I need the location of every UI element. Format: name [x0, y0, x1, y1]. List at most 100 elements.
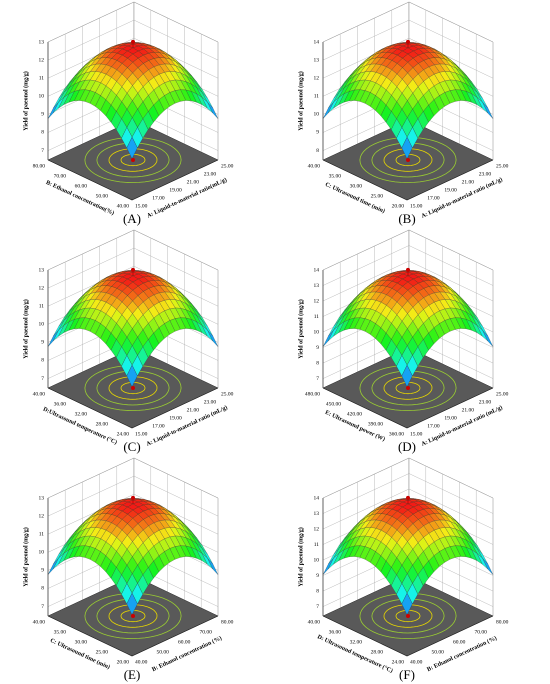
z-tick-label: 9: [41, 340, 44, 346]
surface-panel: 8 9 10 11 12 13 14 40.00 35.00 30.00 25.00 20.00 15.…: [297, 1, 509, 226]
left-tick-label: 40.00: [308, 619, 321, 625]
left-tick-label: 35.00: [329, 173, 342, 179]
panel-label: (B): [398, 211, 415, 226]
z-tick-label: 13: [39, 495, 45, 501]
right-tick-label: 23.00: [204, 399, 217, 405]
right-tick-label: 21.00: [187, 179, 200, 185]
box-edge: [47, 615, 219, 657]
right-tick-label: 17.00: [427, 195, 440, 201]
left-tick-label: 420.00: [347, 411, 362, 417]
wall-grid-line: [322, 260, 494, 302]
contour: [371, 370, 445, 406]
design-point: [131, 386, 135, 390]
z-tick-label: 8: [316, 148, 319, 154]
wall-grid-line: [322, 473, 494, 514]
contour: [383, 604, 433, 628]
left-tick-label: 40.00: [117, 203, 130, 209]
right-tick-label: 15.00: [410, 431, 423, 437]
right-tick-label: 70.00: [200, 629, 213, 635]
right-tick-label: 19.00: [444, 415, 457, 421]
z-tick-label: 13: [314, 57, 320, 63]
left-tick-label: 40.00: [308, 163, 321, 169]
z-tick-label: 7: [41, 148, 44, 154]
left-tick-label: 28.00: [96, 421, 109, 427]
right-tick-label: 80.00: [221, 619, 234, 625]
z-tick-label: 9: [41, 568, 44, 574]
z-tick-label: 11: [39, 303, 45, 309]
surface-facet: [401, 592, 413, 615]
right-tick-label: 17.00: [152, 195, 165, 201]
wall-grid-line: [47, 475, 219, 517]
z-tick-label: 13: [39, 267, 45, 273]
design-point: [131, 267, 135, 272]
z-axis-title: Yield of paeonol (mg/g): [297, 527, 304, 587]
z-tick-label: 12: [39, 57, 45, 63]
z-tick-label: 7: [316, 376, 319, 382]
left-tick-label: 36.00: [329, 629, 342, 635]
left-tick-label: 450.00: [326, 401, 341, 407]
z-tick-label: 11: [314, 542, 320, 548]
left-tick-label: 24.00: [392, 659, 405, 665]
right-tick-label: 40.00: [135, 659, 148, 665]
z-tick-label: 11: [314, 314, 320, 320]
panel-label: (D): [398, 439, 416, 454]
z-tick-label: 7: [316, 604, 319, 610]
left-tick-label: 32.00: [350, 639, 363, 645]
right-tick-label: 25.00: [221, 163, 234, 169]
z-tick-label: 11: [39, 531, 45, 537]
z-axis-title: Yield of paeonol (mg/g): [22, 71, 29, 131]
z-axis-title: Yield of paeonol (mg/g): [297, 299, 304, 359]
z-tick-label: 14: [314, 267, 320, 273]
left-tick-label: 28.00: [371, 649, 384, 655]
z-tick-label: 10: [39, 94, 45, 100]
surface-panel: 7 8 9 10 11 12 13 14 480.00 450.00 420.00 390.00 360…: [297, 229, 509, 454]
left-tick-label: 70.00: [54, 173, 67, 179]
z-tick-label: 7: [41, 376, 44, 382]
wall-grid-line: [322, 488, 494, 530]
wall-grid-line: [322, 245, 494, 286]
z-tick-label: 10: [39, 550, 45, 556]
z-tick-label: 8: [41, 586, 44, 592]
z-tick-label: 9: [316, 573, 319, 579]
z-tick-label: 8: [316, 360, 319, 366]
z-tick-label: 12: [314, 75, 320, 81]
right-tick-label: 50.00: [432, 649, 445, 655]
z-tick-label: 9: [316, 345, 319, 351]
left-tick-label: 40.00: [33, 619, 46, 625]
wall-grid-line: [47, 457, 219, 499]
z-tick-label: 12: [314, 526, 320, 532]
wall-grid-line: [322, 37, 494, 79]
right-tick-label: 17.00: [152, 423, 165, 429]
design-point: [131, 495, 135, 500]
z-tick-label: 14: [314, 495, 320, 501]
z-tick-label: 8: [41, 130, 44, 136]
right-tick-label: 15.00: [410, 203, 423, 209]
contour: [371, 142, 445, 178]
left-tick-label: 20.00: [392, 203, 405, 209]
z-tick-label: 10: [314, 112, 320, 118]
contour: [96, 142, 170, 178]
left-tick-label: 25.00: [371, 193, 384, 199]
left-tick-label: 60.00: [75, 183, 88, 189]
left-tick-label: 30.00: [350, 183, 363, 189]
right-tick-label: 17.00: [427, 423, 440, 429]
left-tick-label: 32.00: [75, 411, 88, 417]
design-point: [131, 39, 135, 44]
contour: [96, 370, 170, 406]
box-edge: [47, 159, 219, 201]
right-tick-label: 25.00: [496, 391, 509, 397]
right-tick-label: 80.00: [496, 619, 509, 625]
z-tick-label: 10: [39, 322, 45, 328]
left-tick-label: 30.00: [75, 639, 88, 645]
right-tick-label: 21.00: [462, 407, 475, 413]
right-tick-label: 23.00: [479, 399, 492, 405]
wall-grid-line: [322, 1, 494, 43]
left-tick-label: 24.00: [117, 431, 130, 437]
contour: [359, 364, 457, 412]
design-point: [406, 386, 410, 390]
z-tick-label: 10: [314, 557, 320, 563]
design-point: [406, 39, 410, 44]
z-tick-label: 9: [41, 112, 44, 118]
box-edge: [322, 159, 494, 201]
